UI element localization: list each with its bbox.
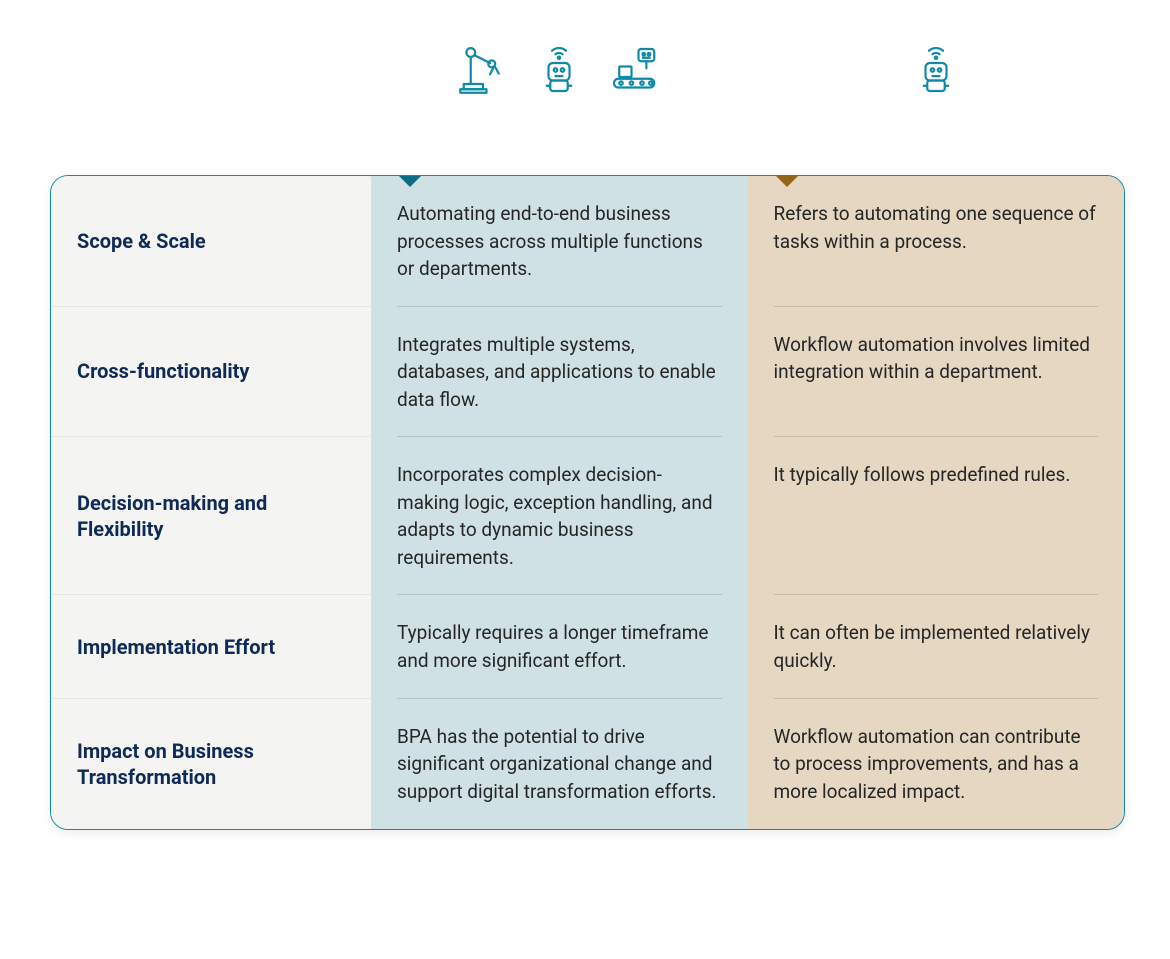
- cell-wfa: It typically follows predefined rules.: [748, 437, 1125, 595]
- row-label: Implementation Effort: [51, 595, 371, 698]
- row-label: Cross-functionality: [51, 307, 371, 438]
- row-label: Impact on Business Transformation: [51, 699, 371, 830]
- cell-wfa: It can often be implemented relatively q…: [748, 595, 1125, 698]
- cell-bpa: Automating end-to-end business processes…: [371, 176, 748, 307]
- bpa-icon-group: [370, 42, 748, 102]
- cell-bpa: BPA has the potential to drive significa…: [371, 699, 748, 830]
- cell-wfa: Refers to automating one sequence of tas…: [748, 176, 1125, 307]
- cell-bpa: Incorporates complex decision-making log…: [371, 437, 748, 595]
- table-row: Decision-making and FlexibilityIncorpora…: [51, 437, 1124, 595]
- bot-wifi-icon: [908, 42, 964, 102]
- table-row: Cross-functionalityIntegrates multiple s…: [51, 307, 1124, 438]
- table-row: Impact on Business TransformationBPA has…: [51, 699, 1124, 830]
- row-label: Decision-making and Flexibility: [51, 437, 371, 595]
- table-row: Scope & ScaleAutomating end-to-end busin…: [51, 176, 1124, 307]
- header-icon-row: [50, 28, 1125, 110]
- row-label: Scope & Scale: [51, 176, 371, 307]
- comparison-table-wrap: Business Process Automation Workflow Aut…: [50, 28, 1125, 830]
- table-row: Implementation EffortTypically requires …: [51, 595, 1124, 698]
- cell-wfa: Workflow automation involves limited int…: [748, 307, 1125, 438]
- robot-arm-icon: [455, 42, 511, 102]
- conveyor-icon: [607, 42, 663, 102]
- bot-wifi-icon: [531, 42, 587, 102]
- cell-wfa: Workflow automation can contribute to pr…: [748, 699, 1125, 830]
- comparison-table: Business Process Automation Workflow Aut…: [50, 175, 1125, 830]
- cell-bpa: Integrates multiple systems, databases, …: [371, 307, 748, 438]
- cell-bpa: Typically requires a longer timeframe an…: [371, 595, 748, 698]
- wfa-icon-group: [748, 42, 1126, 102]
